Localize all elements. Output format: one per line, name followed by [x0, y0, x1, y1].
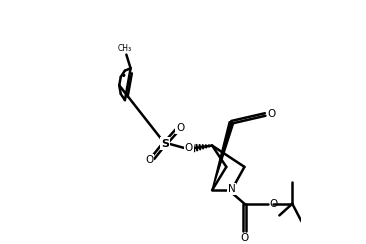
Text: O: O — [240, 233, 249, 243]
Text: O: O — [270, 199, 278, 209]
Text: O: O — [268, 110, 276, 120]
Text: N: N — [228, 184, 235, 194]
Polygon shape — [212, 122, 234, 190]
Text: S: S — [161, 139, 169, 149]
Text: O: O — [185, 143, 193, 153]
Text: O: O — [145, 155, 154, 165]
Text: O: O — [176, 123, 184, 133]
Text: CH₃: CH₃ — [118, 44, 132, 53]
